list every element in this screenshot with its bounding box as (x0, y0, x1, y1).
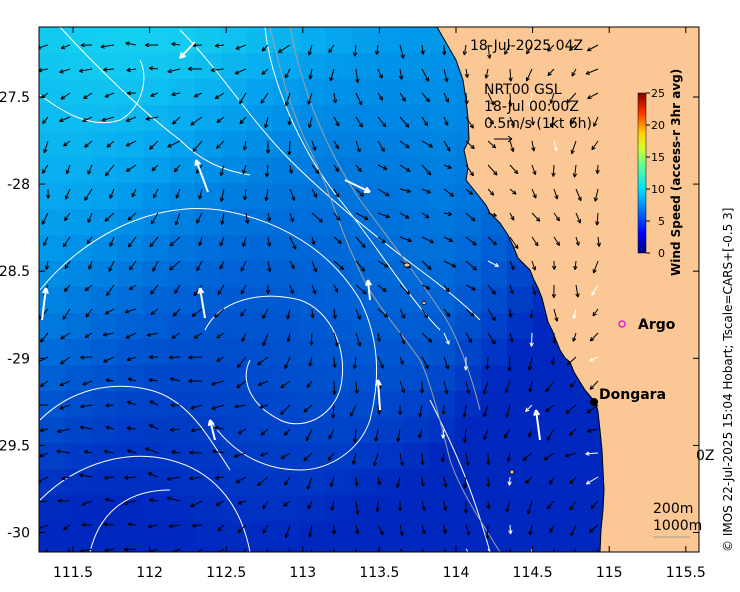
x-tick-label: 112.5 (206, 565, 246, 581)
dongara-label: Dongara (599, 387, 666, 403)
y-axis: -27.5 -28 -28.5 -29 -29.5 -30 (0, 90, 699, 542)
y-tick-label: -29.5 (0, 438, 30, 454)
y-tick-label: -30 (7, 526, 30, 542)
argo-label: Argo (638, 317, 676, 333)
y-tick-label: -28 (7, 177, 30, 193)
colorbar-tick-label: 0 (658, 247, 665, 260)
colorbar-tick-label: 25 (651, 87, 665, 100)
plot-border (38, 26, 700, 553)
vector-scale-label: 0.5m/s (1kt 6h) (484, 116, 592, 132)
depth-legend-1000: 1000m (653, 518, 702, 534)
islands (403, 262, 515, 475)
colorbar-tick-label: 5 (658, 215, 665, 228)
x-axis: 111.5 112 112.5 113 113.5 114 114.5 115 115.5 (53, 27, 706, 581)
colorbar-tick-label: 15 (651, 151, 665, 164)
model-time: 18-Jul 00:00Z (484, 99, 579, 115)
argo-marker (618, 320, 626, 328)
dongara-marker (590, 398, 598, 406)
coastline (436, 27, 605, 552)
colorbar-title: Wind Speed (access-r 3hr avg) (669, 69, 683, 276)
y-tick-label: -27.5 (0, 90, 30, 106)
model-label: NRT00 GSL (484, 82, 562, 98)
x-tick-label: 115.5 (666, 565, 706, 581)
y-tick-label: -28.5 (0, 264, 30, 280)
x-tick-label: 113 (289, 565, 316, 581)
y-tick-label: -29 (7, 351, 30, 367)
colorbar-tick-label: 20 (651, 119, 665, 132)
colorbar-tick-label: 10 (651, 183, 665, 196)
vector-scale-arrow (494, 135, 513, 143)
temperature-contours (39, 27, 491, 552)
x-tick-label: 112 (136, 565, 163, 581)
colorbar-gradient (637, 92, 647, 254)
map-frame (39, 27, 699, 552)
x-tick-label: 114 (443, 565, 470, 581)
map-timestamp: 18-Jul-2025 04Z (470, 38, 583, 54)
x-tick-label: 115 (596, 565, 623, 581)
partial-label: 0Z (696, 448, 715, 464)
x-tick-label: 113.5 (359, 565, 399, 581)
credit-text: © IMOS 22-Jul-2025 15:04 Hobart; Tscale=… (721, 208, 735, 552)
colorbar: 0 5 10 15 20 25 Wind Speed (access-r 3hr avg) (637, 69, 683, 276)
land-mass (437, 27, 699, 552)
colorbar-ticks: 0 5 10 15 20 25 (646, 87, 665, 260)
x-tick-label: 114.5 (513, 565, 553, 581)
current-vectors (39, 41, 602, 552)
x-tick-label: 111.5 (53, 565, 93, 581)
depth-legend-200: 200m (653, 501, 693, 517)
